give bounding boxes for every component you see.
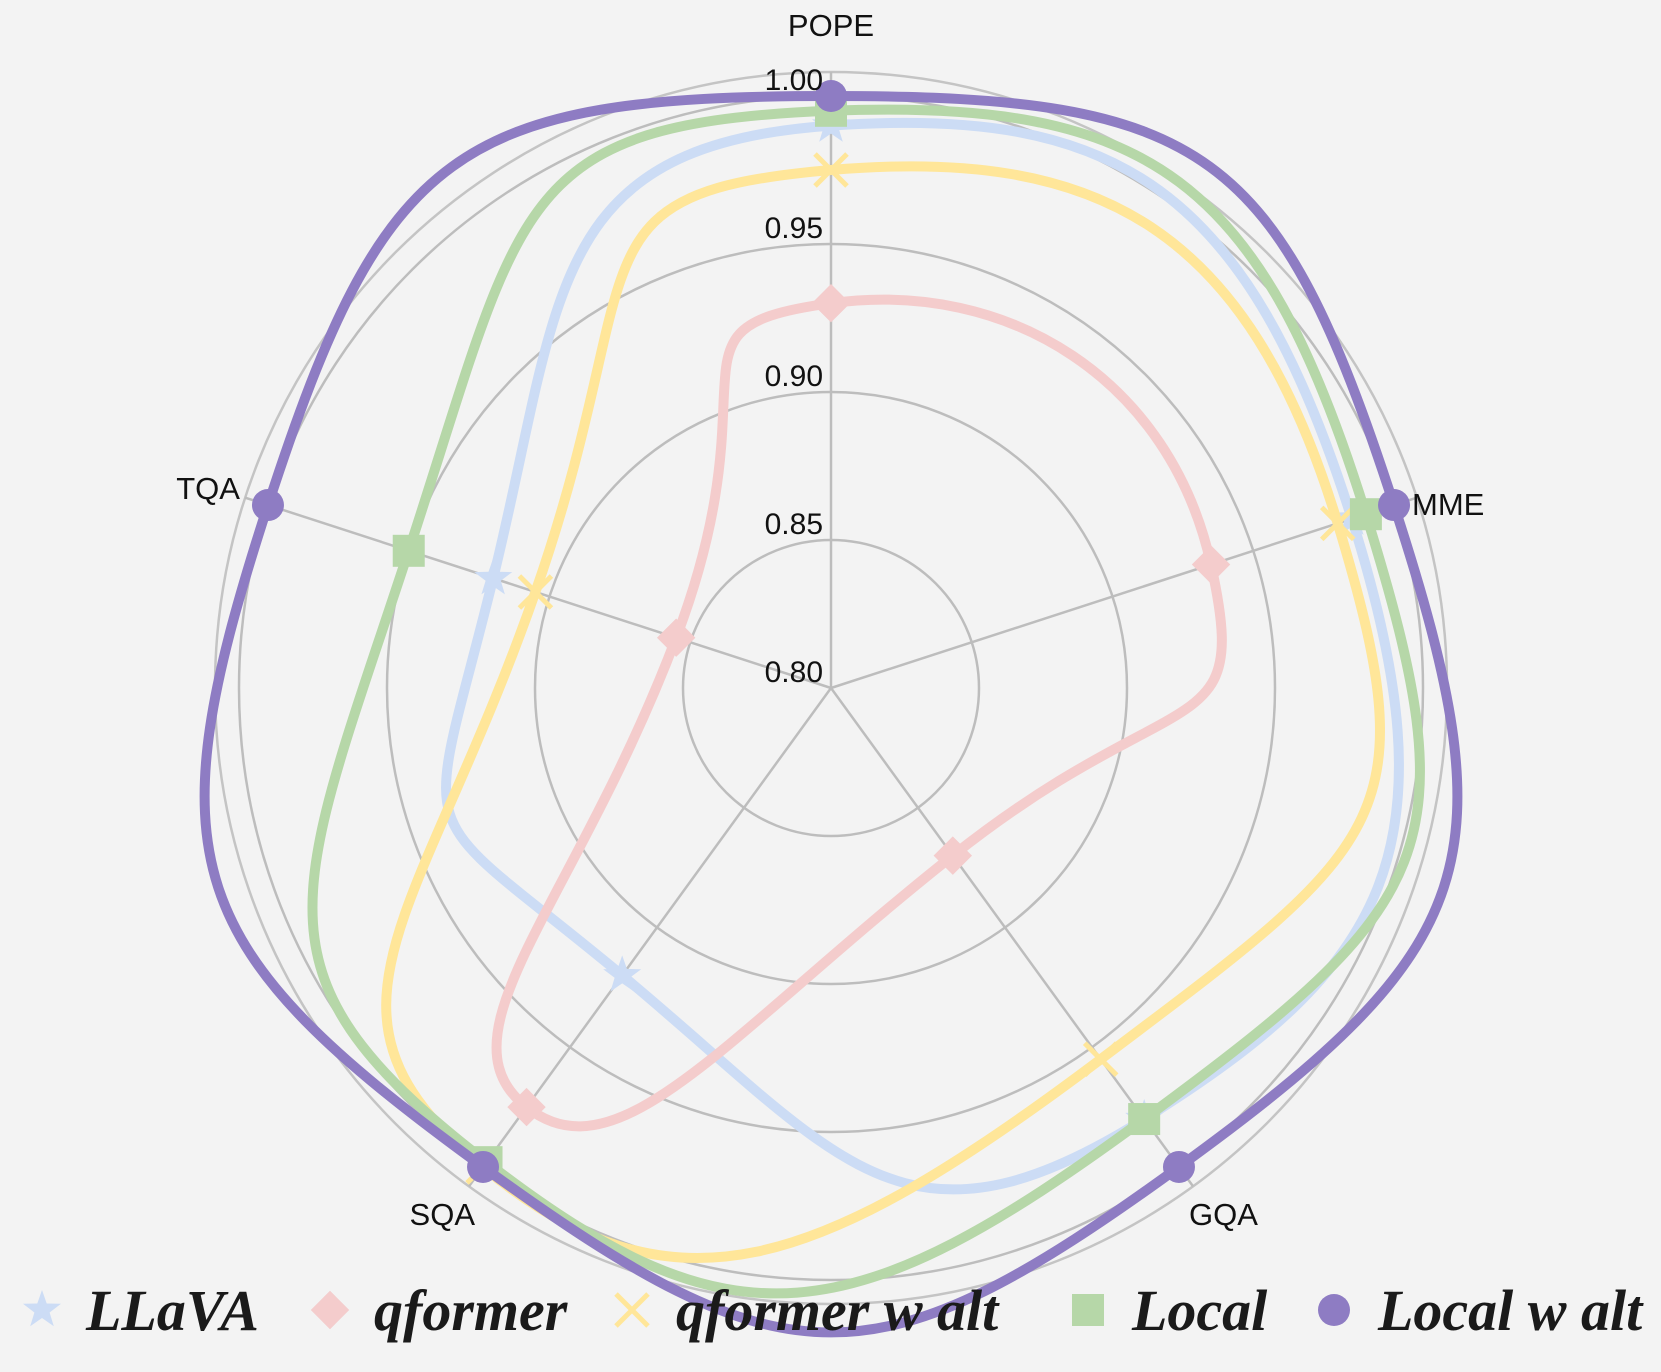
legend-item-qformer: qformer — [310, 1278, 568, 1343]
series-layer — [199, 80, 1463, 1338]
data-point-mme — [1191, 545, 1231, 584]
data-point-gqa — [1082, 1041, 1119, 1077]
legend-item-llava: LLaVA — [23, 1278, 259, 1343]
tick-label: 1.00 — [765, 64, 823, 97]
labels: 0.80 0.85 0.90 0.95 1.00 POPE MME GQA SQA TQA — [176, 8, 1484, 1232]
legend-marker — [23, 1290, 61, 1327]
data-point-tqa — [392, 534, 425, 567]
data-point-gqa — [933, 836, 972, 875]
legend-label: Local — [1131, 1278, 1268, 1343]
data-point-sqa — [603, 955, 642, 992]
data-point-mme — [1378, 489, 1411, 522]
data-point-sqa — [507, 1087, 546, 1127]
series-line — [199, 91, 1463, 1338]
axis-label-pope: POPE — [788, 8, 874, 43]
legend-item-local-w-alt: Local w alt — [1318, 1278, 1644, 1343]
tick-label: 0.85 — [765, 508, 823, 541]
tick-label: 0.90 — [765, 360, 823, 393]
data-point-tqa — [474, 558, 513, 595]
data-point-tqa — [251, 489, 284, 522]
data-point-pope — [813, 152, 849, 188]
series-line — [307, 104, 1425, 1299]
series-qformer — [491, 284, 1231, 1132]
data-point-mme — [1319, 505, 1356, 542]
data-point-sqa — [467, 1150, 500, 1183]
series-line — [381, 161, 1385, 1264]
series-local-w-alt — [199, 80, 1463, 1338]
data-point-pope — [815, 80, 847, 112]
data-point-tqa — [517, 574, 554, 610]
legend-marker — [1318, 1294, 1350, 1326]
axis-label-sqa: SQA — [410, 1197, 476, 1232]
data-point-tqa — [656, 618, 696, 657]
legend-marker — [1072, 1294, 1104, 1326]
data-point-gqa — [1128, 1103, 1161, 1136]
axis-label-mme: MME — [1412, 487, 1484, 522]
legend-label: Local w alt — [1377, 1278, 1644, 1343]
legend: LLaVA qformer qformer w alt Local Local w al… — [23, 1278, 1644, 1343]
spoke — [830, 496, 1418, 690]
legend-marker — [614, 1292, 650, 1328]
grid — [213, 70, 1449, 1306]
data-point-gqa — [1162, 1150, 1195, 1183]
legend-label: qformer — [374, 1278, 568, 1343]
tick-label: 0.95 — [765, 212, 823, 245]
axis-label-tqa: TQA — [176, 471, 240, 506]
legend-label: LLaVA — [85, 1278, 259, 1343]
axis-label-gqa: GQA — [1189, 1197, 1258, 1232]
legend-item-local: Local — [1072, 1278, 1268, 1343]
data-point-pope — [811, 284, 851, 323]
data-point-mme — [1349, 498, 1382, 531]
series-line — [441, 117, 1404, 1195]
legend-item-qformer-w-alt: qformer w alt — [614, 1278, 1000, 1343]
series-line — [491, 294, 1227, 1132]
legend-marker — [310, 1290, 350, 1330]
tick-label: 0.80 — [765, 656, 823, 689]
legend-label: qformer w alt — [676, 1278, 1000, 1343]
